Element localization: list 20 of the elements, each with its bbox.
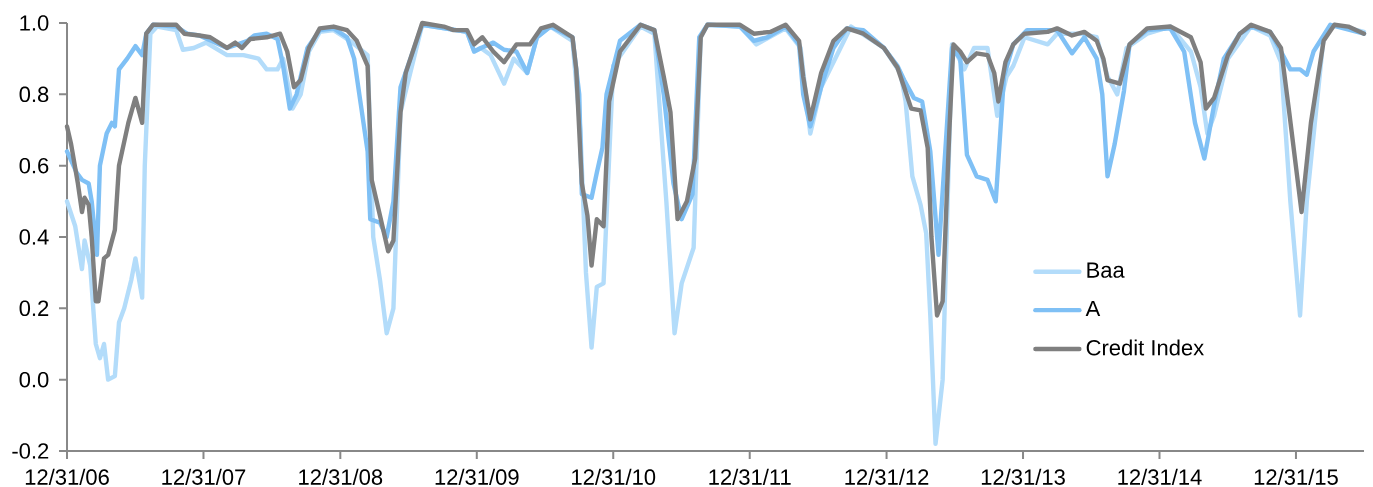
- x-tick-label: 12/31/15: [1254, 468, 1338, 485]
- legend-label: Baa: [1087, 262, 1125, 278]
- x-tick-label: 12/31/08: [299, 468, 383, 485]
- x-tick-label: 12/31/14: [1118, 468, 1202, 485]
- y-tick-label: 0.0: [19, 371, 49, 388]
- y-tick-label: 1.0: [20, 15, 49, 31]
- y-tick-label: 0.8: [19, 86, 49, 103]
- x-tick-label: 12/31/06: [25, 468, 109, 485]
- x-tick-label: 12/31/12: [845, 468, 929, 485]
- x-tick-label: 12/31/07: [162, 468, 246, 485]
- y-tick-label: -0.2: [12, 443, 49, 459]
- x-tick-label: 12/31/10: [572, 468, 656, 485]
- y-tick-label: 0.6: [19, 157, 49, 174]
- x-tick-label: 12/31/13: [981, 468, 1065, 485]
- x-tick-label: 12/31/11: [709, 468, 791, 485]
- x-tick-label: 12/31/09: [435, 468, 519, 485]
- y-tick-label: 0.4: [19, 229, 49, 245]
- legend-label: Credit Index: [1086, 339, 1204, 356]
- legend-label: A: [1085, 300, 1101, 317]
- y-tick-label: 0.2: [19, 300, 49, 317]
